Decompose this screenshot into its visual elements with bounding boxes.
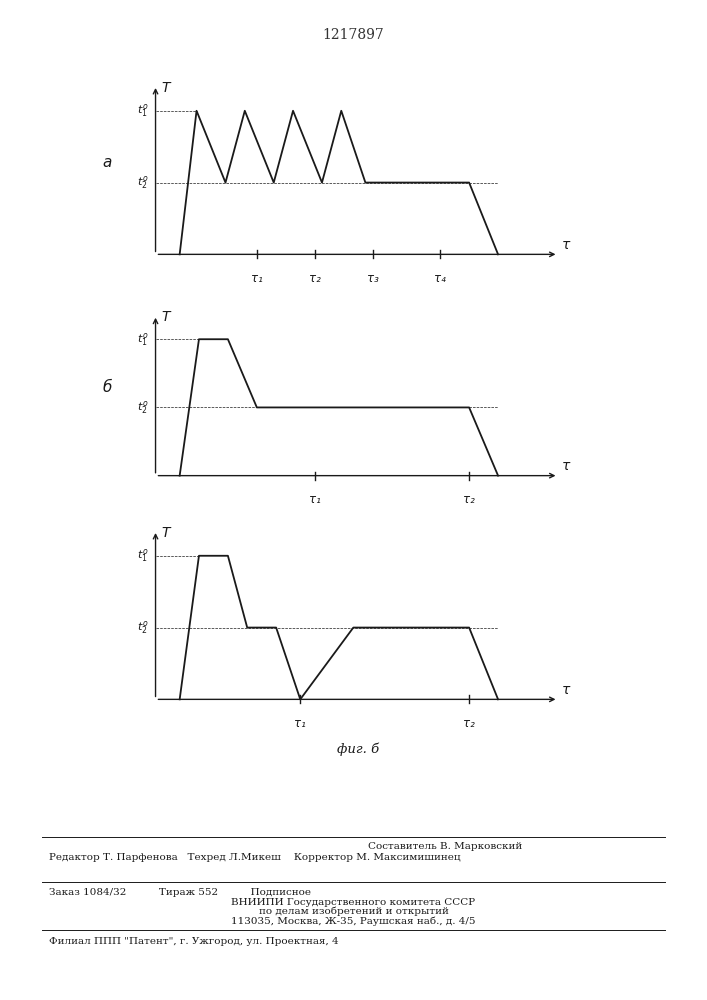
Text: τ₁: τ₁ bbox=[294, 717, 306, 730]
Text: $\tau$: $\tau$ bbox=[561, 459, 571, 473]
Text: по делам изобретений и открытий: по делам изобретений и открытий bbox=[259, 907, 448, 916]
Text: $t_1^o$: $t_1^o$ bbox=[136, 331, 148, 348]
Text: τ₁: τ₁ bbox=[251, 272, 263, 285]
Text: T: T bbox=[161, 526, 170, 540]
Text: τ₁: τ₁ bbox=[309, 493, 321, 506]
Text: Редактор Т. Парфенова   Техред Л.Микеш    Корректор М. Максимишинец: Редактор Т. Парфенова Техред Л.Микеш Кор… bbox=[49, 853, 461, 862]
Text: $t_1^o$: $t_1^o$ bbox=[136, 102, 148, 119]
Text: τ₃: τ₃ bbox=[367, 272, 378, 285]
Text: a: a bbox=[103, 155, 112, 170]
Text: $t_2^o$: $t_2^o$ bbox=[136, 619, 148, 636]
Text: T: T bbox=[161, 81, 170, 95]
Text: ВНИИПИ Государственного комитета СССР: ВНИИПИ Государственного комитета СССР bbox=[231, 898, 476, 907]
Text: 1217897: 1217897 bbox=[322, 28, 385, 42]
Text: $t_2^o$: $t_2^o$ bbox=[136, 174, 148, 191]
Text: $\tau$: $\tau$ bbox=[561, 238, 571, 252]
Text: фиг. б: фиг. б bbox=[337, 743, 379, 756]
Text: $t_1^o$: $t_1^o$ bbox=[136, 547, 148, 564]
Text: τ₂: τ₂ bbox=[463, 717, 475, 730]
Text: $t_2^o$: $t_2^o$ bbox=[136, 399, 148, 416]
Text: τ₂: τ₂ bbox=[463, 493, 475, 506]
Text: Филиал ППП "Патент", г. Ужгород, ул. Проектная, 4: Филиал ППП "Патент", г. Ужгород, ул. Про… bbox=[49, 937, 339, 946]
Text: Составитель В. Марковский: Составитель В. Марковский bbox=[368, 842, 522, 851]
Text: Заказ 1084/32          Тираж 552          Подписное: Заказ 1084/32 Тираж 552 Подписное bbox=[49, 888, 312, 897]
Text: τ₄: τ₄ bbox=[434, 272, 446, 285]
Text: T: T bbox=[161, 310, 170, 324]
Text: τ₂: τ₂ bbox=[309, 272, 321, 285]
Text: 113035, Москва, Ж-35, Раушская наб., д. 4/5: 113035, Москва, Ж-35, Раушская наб., д. … bbox=[231, 916, 476, 926]
Text: б: б bbox=[103, 380, 112, 395]
Text: $\tau$: $\tau$ bbox=[561, 683, 571, 697]
